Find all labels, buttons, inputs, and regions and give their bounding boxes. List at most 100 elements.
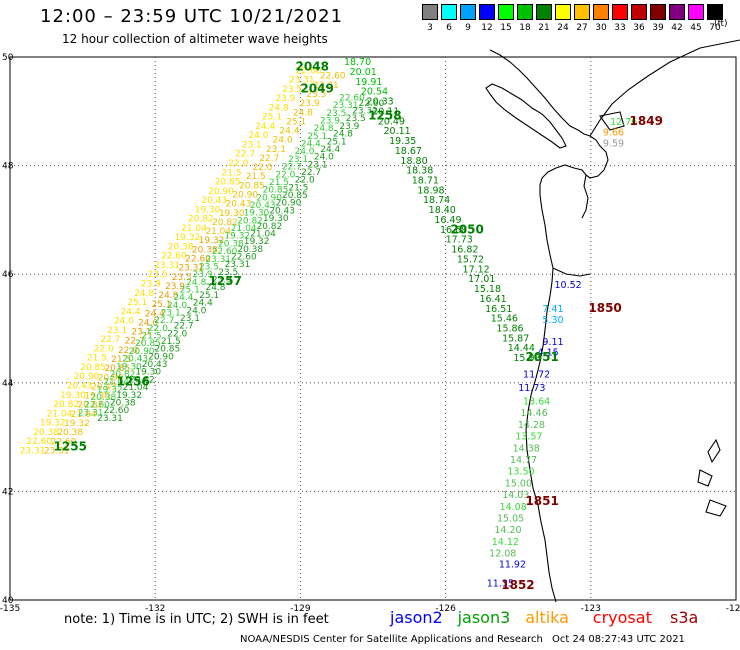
lon-tick-label: -132: [145, 604, 165, 614]
jason3-sample: 16.41: [479, 294, 506, 305]
coastline-lake-1: [599, 111, 625, 131]
track-sample: 21.04: [231, 224, 257, 234]
track-sample: 23.1: [131, 328, 151, 338]
track-sample: 23.9: [339, 122, 359, 132]
track-sample: 21.5: [111, 355, 131, 365]
footer-note: note: 1) Time is in UTC; 2) SWH is in fe…: [64, 612, 329, 627]
track-sample: 20.38: [168, 242, 194, 252]
track-id-label: 2049: [300, 81, 333, 95]
track-sample: 21.5: [87, 354, 107, 364]
jason3-sample: 16.49: [434, 215, 461, 226]
track-id-label: 1850: [588, 301, 621, 315]
track-sample: 23.31: [20, 446, 46, 456]
lon-tick-label: -129: [290, 604, 311, 614]
altimeter-tracks: 23.3122.6020.3819.3221.0420.8219.3020.43…: [20, 57, 638, 589]
track-sample: 20.85: [80, 363, 106, 373]
jason2-sample: 11.73: [518, 383, 545, 394]
legend-label: 21: [538, 23, 550, 33]
track-sample: 23.9: [193, 270, 213, 280]
cryosat-sample: 9.59: [603, 139, 624, 150]
track-sample: 21.5: [288, 183, 308, 193]
track-sample: 22.7: [154, 316, 174, 326]
legend-label: 12: [481, 23, 493, 33]
track-sample: 19.32: [97, 385, 123, 395]
jason2-sample: 9.11: [542, 337, 563, 348]
track-sample: 19.32: [116, 391, 142, 401]
track-sample: 20.38: [110, 398, 136, 408]
track-sample: 23.31: [97, 414, 123, 424]
track-sample: 19.30: [195, 205, 221, 215]
track-sample: 20.90: [232, 191, 258, 201]
track-sample: 23.5: [199, 262, 219, 272]
jason2-sample: 10.52: [555, 280, 582, 291]
track-sample: 22.0: [275, 170, 295, 180]
track-sample: 24.8: [293, 108, 313, 118]
track-sample: 22.7: [235, 150, 255, 160]
legend-swatch: [669, 4, 685, 20]
coastline-inland-bc: [589, 39, 740, 137]
coastal-sample: 14.08: [500, 502, 527, 513]
jason3-sample: 14.44: [508, 343, 535, 354]
jason3-sample: 17.73: [446, 235, 473, 246]
coastal-sample: 14.20: [494, 525, 521, 536]
jason3-sample: 18.67: [395, 146, 422, 157]
generated-timestamp: Oct 24 08:27:43 UTC 2021: [552, 634, 685, 645]
track-sample: 22.60: [161, 252, 187, 262]
legend-swatch: [422, 4, 438, 20]
track-sample: 24.8: [134, 289, 154, 299]
legend-label: 27: [576, 23, 588, 33]
track-sample: 23.1: [266, 145, 286, 155]
jason3-sample: 18.38: [406, 166, 433, 177]
track-sample: 19.30: [263, 214, 289, 224]
track-sample: 21.04: [123, 383, 149, 393]
lon-tick-label: -123: [581, 604, 601, 614]
track-sample: 23.1: [307, 160, 327, 170]
legend-swatch: [650, 4, 666, 20]
coastline-lake-4: [705, 499, 727, 517]
track-sample: 20.43: [250, 201, 276, 211]
track-sample: 24.0: [186, 306, 206, 316]
track-sample: 24.0: [248, 131, 268, 141]
jason3-sample: 17.01: [468, 274, 495, 285]
track-sample: 20.43: [269, 206, 295, 216]
track-sample: 24.4: [301, 140, 321, 150]
jason2-sample: 4.15: [538, 348, 559, 359]
legend-swatch: [574, 4, 590, 20]
legend-swatch: [498, 4, 514, 20]
track-sample: 25.1: [199, 291, 219, 301]
track-sample: 22.60: [296, 66, 322, 76]
lon-tick-label: -135: [0, 604, 20, 614]
track-sample: 20.43: [91, 382, 117, 392]
track-sample: 20.82: [188, 215, 214, 225]
coastal-sample: 13.64: [523, 397, 550, 408]
track-sample: 20.90: [276, 199, 302, 209]
coastline-lake-2: [707, 438, 721, 464]
coastline-columbia-river: [552, 267, 591, 277]
track-sample: 22.60: [212, 247, 238, 257]
track-sample: 19.32: [244, 237, 270, 247]
coastal-sample: 14.12: [492, 537, 519, 548]
track-sample: 22.0: [228, 159, 248, 169]
track-sample: 22.7: [100, 335, 120, 345]
track-sample: 25.1: [262, 113, 282, 123]
track-sample: 23.31: [44, 446, 70, 456]
track-sample: 20.43: [67, 381, 93, 391]
legend-swatch: [441, 4, 457, 20]
lat-tick-label: 50: [2, 53, 14, 63]
track-sample: 22.60: [26, 437, 52, 447]
track-sample: 19.32: [199, 236, 225, 246]
track-sample: 23.31: [205, 255, 231, 265]
coastal-sample: 13.57: [515, 432, 542, 443]
lat-tick-label: 46: [2, 270, 14, 280]
satellite-jason2: jason2: [390, 608, 443, 627]
coastline-lake-3: [697, 469, 713, 487]
jason3-sample: 18.71: [412, 176, 439, 187]
track-id-label: 1849: [630, 114, 663, 128]
track-sample: 24.8: [186, 278, 206, 288]
track-sample: 23.5: [346, 114, 366, 124]
credit-text: NOAA/NESDIS Center for Satellite Applica…: [240, 634, 543, 645]
track-sample: 23.1: [107, 326, 127, 336]
track-sample: 20.82: [110, 370, 136, 380]
track-sample: 19.30: [135, 368, 161, 378]
lat-tick-label: 42: [2, 487, 13, 497]
